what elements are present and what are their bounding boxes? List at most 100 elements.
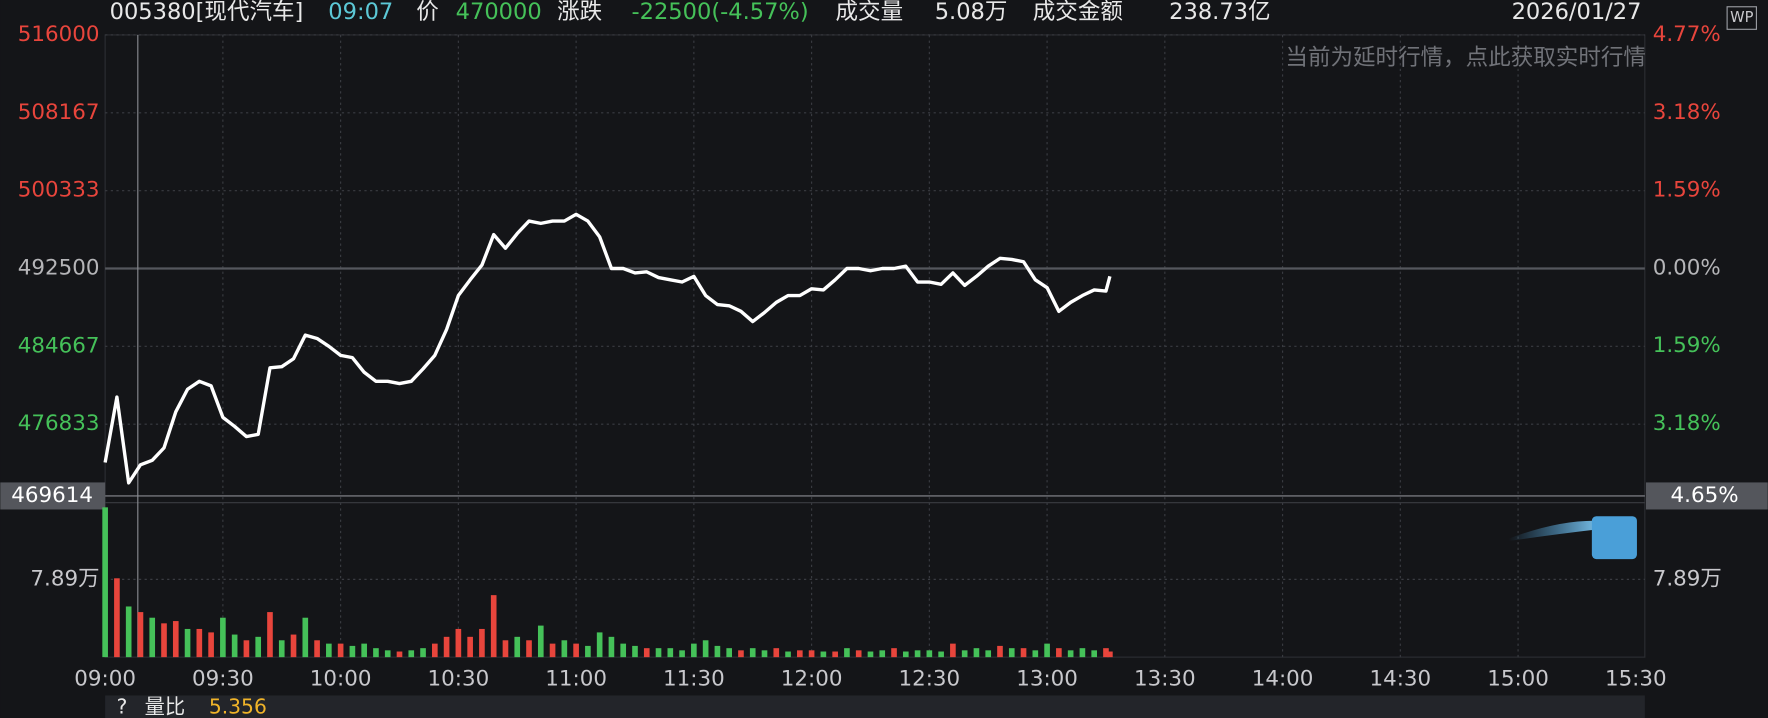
y-tick-label: 516000 — [18, 22, 100, 47]
y-tick-label: 500333 — [18, 178, 100, 203]
stock-code: 005380[现代汽车] — [110, 0, 304, 25]
y-tick-label: 492500 — [18, 255, 100, 280]
x-tick-label: 15:00 — [1487, 667, 1549, 692]
volume-bar — [443, 636, 450, 658]
logo[interactable]: WP — [1730, 9, 1753, 26]
volume-bar — [879, 650, 886, 658]
volume-bar — [479, 628, 485, 658]
price: 470000 — [456, 0, 542, 25]
volume-bar — [514, 636, 521, 658]
x-tick-label: 12:00 — [781, 667, 843, 692]
volume-bar — [526, 640, 532, 658]
volume-bar — [196, 628, 203, 658]
volume-bar — [761, 650, 768, 658]
volume-bar — [914, 650, 921, 658]
change-label: 涨跌 — [557, 0, 602, 25]
volume-bar — [1032, 650, 1039, 658]
volume-bar — [867, 651, 874, 658]
volume-bar — [808, 650, 815, 658]
x-tick-label: 12:30 — [898, 667, 960, 692]
volume-bar — [1044, 643, 1050, 658]
volume-bar — [125, 606, 132, 658]
x-tick-label: 13:00 — [1016, 667, 1078, 692]
x-tick-label: 10:30 — [428, 667, 490, 692]
volume-bar — [255, 636, 262, 658]
volume-bar — [620, 643, 627, 658]
volume-bar — [797, 650, 803, 658]
volume-bar — [467, 636, 473, 658]
volume-bar — [432, 643, 438, 658]
quote-time: 09:07 — [328, 0, 393, 25]
volume-bar — [891, 648, 897, 658]
volume-bar — [902, 651, 909, 658]
volume-bar — [114, 578, 120, 658]
volume-bar — [1091, 650, 1098, 658]
x-tick-label: 09:30 — [192, 667, 254, 692]
volume-bar — [1103, 648, 1109, 658]
volume-bar — [985, 650, 992, 658]
y2-tick-label: 4.77% — [1653, 22, 1721, 47]
help-icon[interactable]: ? — [117, 694, 128, 718]
volume-bar — [632, 645, 638, 658]
volume-bar — [231, 634, 238, 658]
footer-bar — [105, 695, 1645, 718]
volume-bar — [102, 507, 108, 658]
logo-box[interactable] — [1726, 6, 1757, 30]
crosshair-price: 469614 — [11, 483, 93, 508]
volume-bar — [714, 645, 721, 658]
x-tick-label: 14:30 — [1369, 667, 1431, 692]
volume-bar — [161, 623, 167, 658]
volume-bar — [749, 648, 756, 658]
volume-bar — [950, 643, 956, 658]
volume-bar — [290, 634, 297, 658]
volume-bar — [208, 632, 214, 658]
change: -22500(-4.57%) — [632, 0, 809, 25]
volume-bar — [149, 617, 156, 658]
crosshair-label-box — [1645, 482, 1768, 510]
grid: 09:00 09:30 10:00 10:30 11:00 11:30 12:00 12:30… — [0, 22, 1768, 692]
volume-bar — [667, 648, 674, 658]
x-tick-label: 11:00 — [545, 667, 607, 692]
volume-bar — [973, 648, 980, 658]
volume-bar — [373, 648, 379, 658]
refresh-streak — [1508, 520, 1595, 542]
delay-notice[interactable]: 当前为延时行情，点此获取实时行情 — [1285, 45, 1646, 71]
volume-bar — [1107, 651, 1113, 658]
y2-tick-label: 3.18% — [1653, 100, 1721, 125]
refresh-button[interactable] — [1591, 516, 1637, 560]
price-label: 价 — [416, 0, 439, 25]
volume-bar — [455, 628, 462, 658]
volume-bar — [926, 650, 933, 658]
amount-label: 成交金额 — [1033, 0, 1123, 25]
y2-tick-label: 0.00% — [1653, 255, 1721, 280]
volume-bar — [702, 640, 709, 658]
volume-bar — [326, 643, 332, 658]
volume-bar — [961, 650, 968, 658]
volume-bar — [585, 645, 591, 658]
volume-bar — [278, 640, 285, 658]
ratio-label: 量比 — [145, 694, 186, 718]
y2-tick-label: 3.18% — [1653, 411, 1721, 436]
volume-bar — [172, 621, 179, 658]
x-tick-label: 14:00 — [1252, 667, 1314, 692]
volume-bar — [855, 650, 862, 658]
x-tick-label: 09:00 — [74, 667, 136, 692]
y-tick-label: 508167 — [18, 100, 100, 125]
volume-bar — [1079, 648, 1086, 658]
x-tick-label: 11:30 — [663, 667, 725, 692]
volume-bar — [361, 643, 367, 658]
volume-bar — [785, 651, 791, 658]
volume-bar — [302, 617, 309, 658]
volume-bar — [1008, 648, 1015, 658]
volume-bar — [1067, 650, 1074, 658]
volume-bar — [643, 648, 650, 658]
volume-bar — [537, 625, 544, 658]
volume-bar — [1056, 648, 1062, 658]
volume-bar — [337, 643, 344, 658]
volume-bar — [938, 651, 944, 658]
y-tick-label: 484667 — [18, 333, 100, 358]
volume-bar — [408, 650, 415, 658]
volume-bar — [997, 645, 1003, 658]
